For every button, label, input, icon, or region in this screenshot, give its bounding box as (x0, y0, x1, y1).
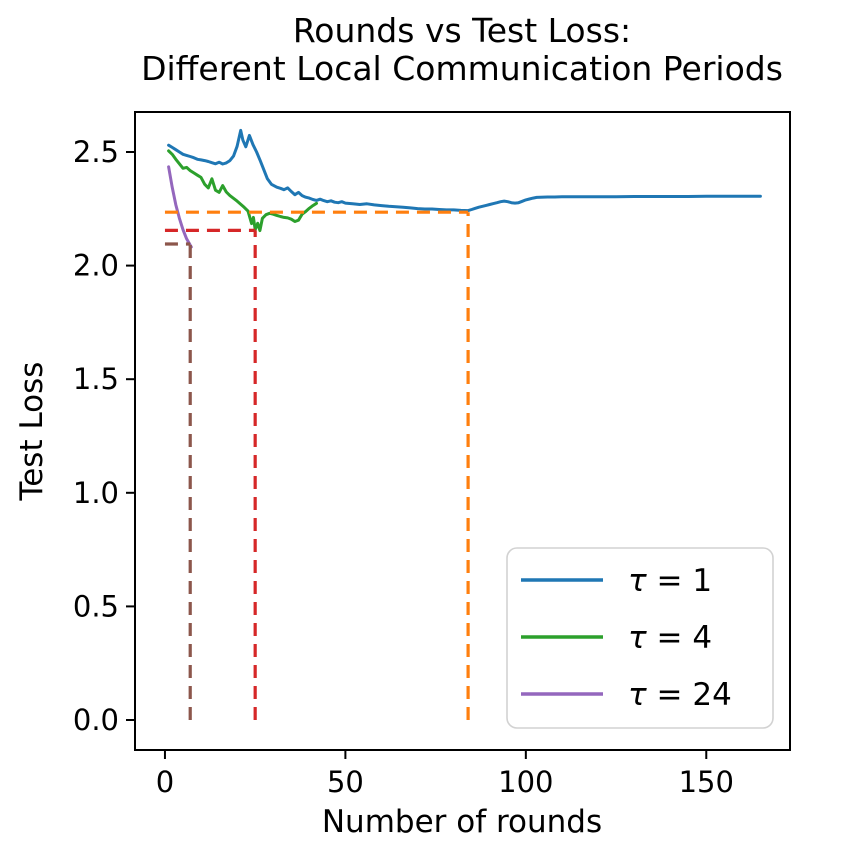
x-tick-label: 150 (679, 765, 734, 799)
y-tick-label: 2.0 (73, 249, 119, 283)
chart-title-line2: Different Local Communication Periods (141, 49, 783, 88)
legend-entry-text: = 1 (647, 563, 712, 599)
y-tick-label: 1.5 (73, 362, 119, 396)
x-tick-label: 0 (156, 765, 174, 799)
x-tick-label: 100 (498, 765, 553, 799)
legend-entry-text: = 4 (647, 620, 712, 656)
legend-entry-1: τ = 1 (628, 563, 712, 599)
series-line-1 (167, 128, 762, 213)
y-tick-label: 0.0 (73, 703, 119, 737)
series-line-2 (167, 149, 318, 233)
y-tick-label: 2.5 (73, 135, 119, 169)
tau-symbol: τ (628, 677, 647, 713)
y-tick-label: 1.0 (73, 476, 119, 510)
legend-entry-text: = 24 (647, 677, 732, 713)
tau-symbol: τ (628, 563, 647, 599)
x-axis-label: Number of rounds (322, 804, 602, 840)
y-axis-label: Test Loss (14, 362, 50, 502)
legend-entry-2: τ = 4 (628, 620, 712, 656)
chart-title-line1: Rounds vs Test Loss: (293, 11, 631, 50)
x-tick-label: 50 (327, 765, 364, 799)
series-line-3 (167, 165, 193, 249)
tau-symbol: τ (628, 620, 647, 656)
legend-box (506, 547, 774, 729)
axes-spines (134, 111, 791, 751)
legend-entry-3: τ = 24 (628, 677, 732, 713)
y-tick-label: 0.5 (73, 589, 119, 623)
